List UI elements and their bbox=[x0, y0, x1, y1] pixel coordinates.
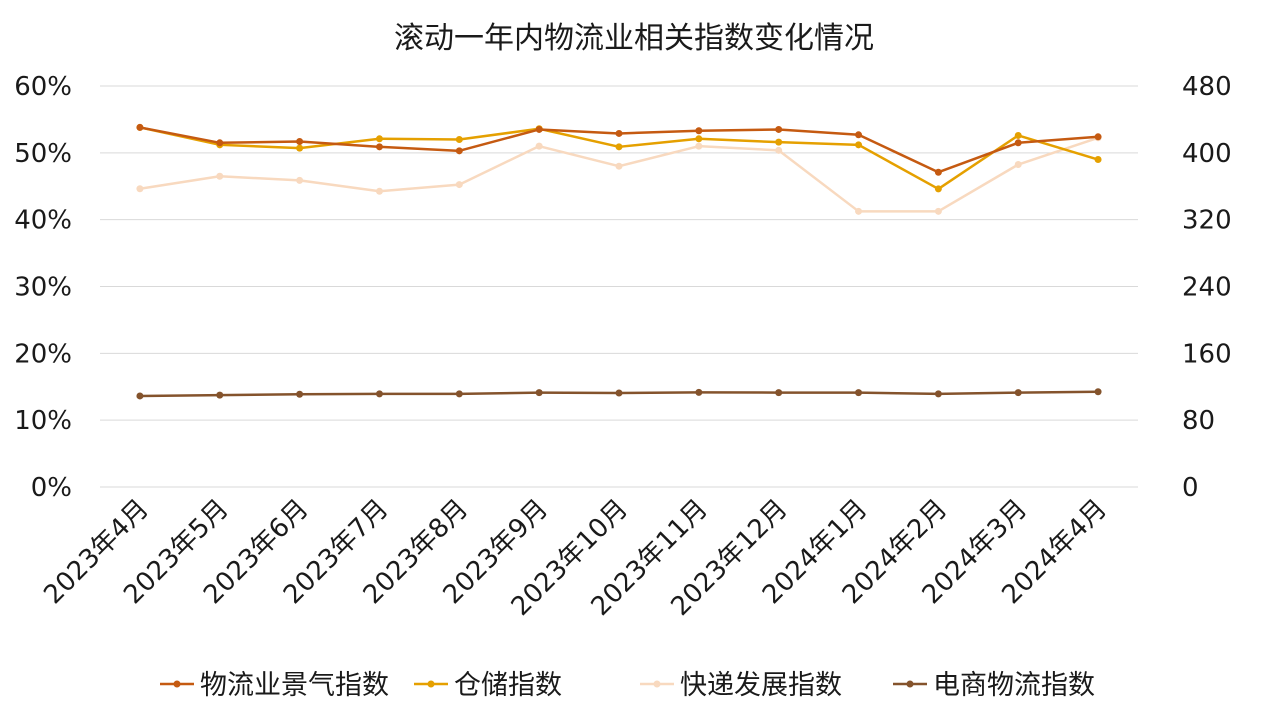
data-point bbox=[1014, 161, 1022, 169]
y-axis-right: 0 80 160 240 320 400 480 bbox=[1182, 72, 1232, 503]
data-point bbox=[455, 147, 463, 155]
data-point bbox=[455, 181, 463, 189]
data-point bbox=[296, 137, 304, 145]
data-point bbox=[136, 123, 144, 131]
data-point bbox=[934, 390, 942, 398]
data-point bbox=[855, 207, 863, 215]
data-point bbox=[1094, 156, 1102, 164]
y-left-tick-label: 0% bbox=[31, 473, 72, 503]
gridlines bbox=[100, 85, 1138, 488]
data-point bbox=[695, 135, 703, 143]
data-point bbox=[855, 131, 863, 139]
data-point bbox=[695, 388, 703, 396]
legend-marker bbox=[427, 680, 435, 688]
data-point bbox=[296, 144, 304, 152]
legend-label: 快递发展指数 bbox=[680, 670, 842, 701]
data-point bbox=[934, 207, 942, 215]
legend-marker bbox=[906, 680, 914, 688]
data-point bbox=[136, 185, 144, 193]
y-right-tick-label: 480 bbox=[1182, 72, 1232, 102]
data-point bbox=[216, 172, 224, 180]
data-point bbox=[375, 187, 383, 195]
legend-marker bbox=[173, 680, 181, 688]
y-right-tick-label: 0 bbox=[1182, 473, 1199, 503]
data-point bbox=[375, 143, 383, 151]
data-point bbox=[216, 391, 224, 399]
y-right-tick-label: 240 bbox=[1182, 273, 1232, 303]
data-point bbox=[934, 185, 942, 193]
data-point bbox=[375, 390, 383, 398]
y-left-tick-label: 10% bbox=[14, 406, 72, 436]
data-point bbox=[1094, 388, 1102, 396]
data-point bbox=[615, 143, 623, 151]
legend-marker bbox=[653, 680, 661, 688]
data-point bbox=[1014, 131, 1022, 139]
legend: 物流业景气指数 仓储指数 快递发展指数 电商物流指数 bbox=[160, 670, 1095, 701]
y-right-tick-label: 160 bbox=[1182, 339, 1232, 369]
data-point bbox=[855, 141, 863, 149]
y-left-tick-label: 50% bbox=[14, 139, 72, 169]
data-point bbox=[615, 162, 623, 170]
y-left-tick-label: 60% bbox=[14, 72, 72, 102]
legend-label: 电商物流指数 bbox=[933, 670, 1095, 701]
data-point bbox=[216, 139, 224, 147]
series-group bbox=[136, 123, 1102, 400]
data-point bbox=[775, 125, 783, 133]
data-point bbox=[775, 389, 783, 397]
y-right-tick-label: 320 bbox=[1182, 206, 1232, 236]
legend-label: 仓储指数 bbox=[454, 670, 562, 701]
data-point bbox=[375, 135, 383, 143]
data-point bbox=[455, 390, 463, 398]
data-point bbox=[695, 127, 703, 135]
data-point bbox=[695, 142, 703, 150]
data-point bbox=[615, 389, 623, 397]
data-point bbox=[934, 168, 942, 176]
data-point bbox=[296, 390, 304, 398]
data-point bbox=[615, 129, 623, 137]
data-point bbox=[136, 392, 144, 400]
y-right-tick-label: 400 bbox=[1182, 139, 1232, 169]
y-left-tick-label: 40% bbox=[14, 206, 72, 236]
data-point bbox=[1014, 139, 1022, 147]
data-point bbox=[535, 125, 543, 133]
data-point bbox=[855, 389, 863, 397]
data-point bbox=[775, 138, 783, 146]
data-point bbox=[775, 146, 783, 154]
data-point bbox=[1094, 133, 1102, 141]
legend-label: 物流业景气指数 bbox=[200, 670, 389, 701]
x-axis: 2023年4月2023年5月2023年6月2023年7月2023年8月2023年… bbox=[38, 494, 1113, 622]
data-point bbox=[1014, 389, 1022, 397]
data-point bbox=[535, 389, 543, 397]
y-left-tick-label: 30% bbox=[14, 273, 72, 303]
data-point bbox=[296, 176, 304, 184]
y-right-tick-label: 80 bbox=[1182, 406, 1215, 436]
y-left-tick-label: 20% bbox=[14, 339, 72, 369]
chart-title: 滚动一年内物流业相关指数变化情况 bbox=[394, 21, 874, 56]
y-axis-left: 0% 10% 20% 30% 40% 50% 60% bbox=[14, 72, 72, 503]
data-point bbox=[535, 142, 543, 150]
data-point bbox=[455, 135, 463, 143]
